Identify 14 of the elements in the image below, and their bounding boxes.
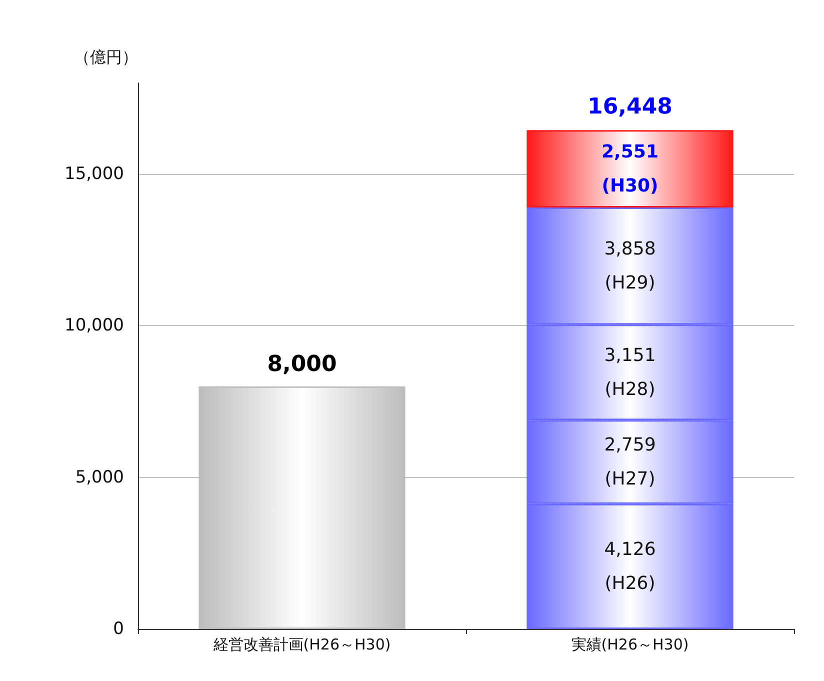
y-axis-title: （億円） xyxy=(74,48,138,66)
data-label: 4,126 (H26) xyxy=(604,538,656,594)
total-label: 16,448 xyxy=(588,94,672,120)
data-label: 8,000 xyxy=(267,352,337,377)
data-label: 3,858 (H29) xyxy=(604,238,656,294)
data-label: 2,759 (H27) xyxy=(604,434,656,490)
y-tick-label: 0 xyxy=(113,619,124,639)
y-tick-label: 5,000 xyxy=(75,467,124,488)
y-tick-label: 15,000 xyxy=(64,164,124,184)
x-tick-label: 実績(H26～H30) xyxy=(571,636,689,654)
x-tick-label: 経営改善計画(H26～H30) xyxy=(212,636,391,654)
data-label: 2,551 (H30) xyxy=(602,141,658,196)
data-label: 3,151 (H28) xyxy=(604,344,656,400)
y-tick-label: 10,000 xyxy=(64,316,124,336)
